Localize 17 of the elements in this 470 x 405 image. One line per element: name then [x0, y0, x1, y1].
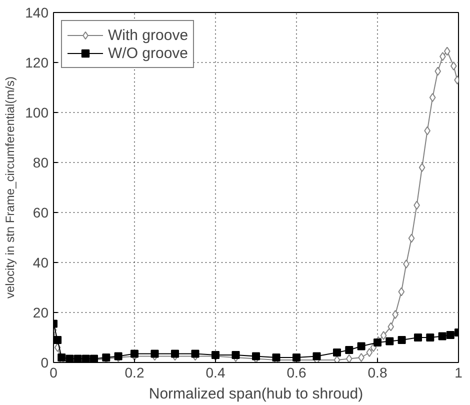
y-tick-label: 80: [32, 154, 49, 170]
x-tick-label: 0.4: [206, 364, 226, 380]
y-tick-label: 0: [40, 354, 49, 370]
y-tick-label: 120: [25, 54, 49, 70]
y-tick-label: 20: [32, 304, 49, 320]
y-axis-title: velocity in stn Frame_circumferential(m/s): [3, 76, 18, 299]
y-tick-label: 100: [25, 104, 49, 120]
x-axis-title: Normalized span(hub to shroud): [148, 386, 364, 402]
x-tick-label: 0.2: [124, 364, 144, 380]
y-tick-label: 140: [25, 4, 49, 20]
y-tick-label: 60: [32, 204, 49, 220]
x-tick-label: 1: [454, 364, 463, 380]
y-tick-label: 40: [32, 254, 49, 270]
legend-label: W/O groove: [108, 44, 188, 62]
x-tick-label: 0.8: [368, 364, 388, 380]
legend-label: With groove: [108, 26, 188, 44]
x-tick-label: 0.6: [286, 364, 306, 380]
